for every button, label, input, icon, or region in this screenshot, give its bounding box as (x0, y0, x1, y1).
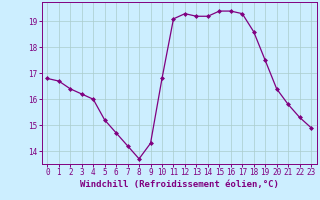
X-axis label: Windchill (Refroidissement éolien,°C): Windchill (Refroidissement éolien,°C) (80, 180, 279, 189)
